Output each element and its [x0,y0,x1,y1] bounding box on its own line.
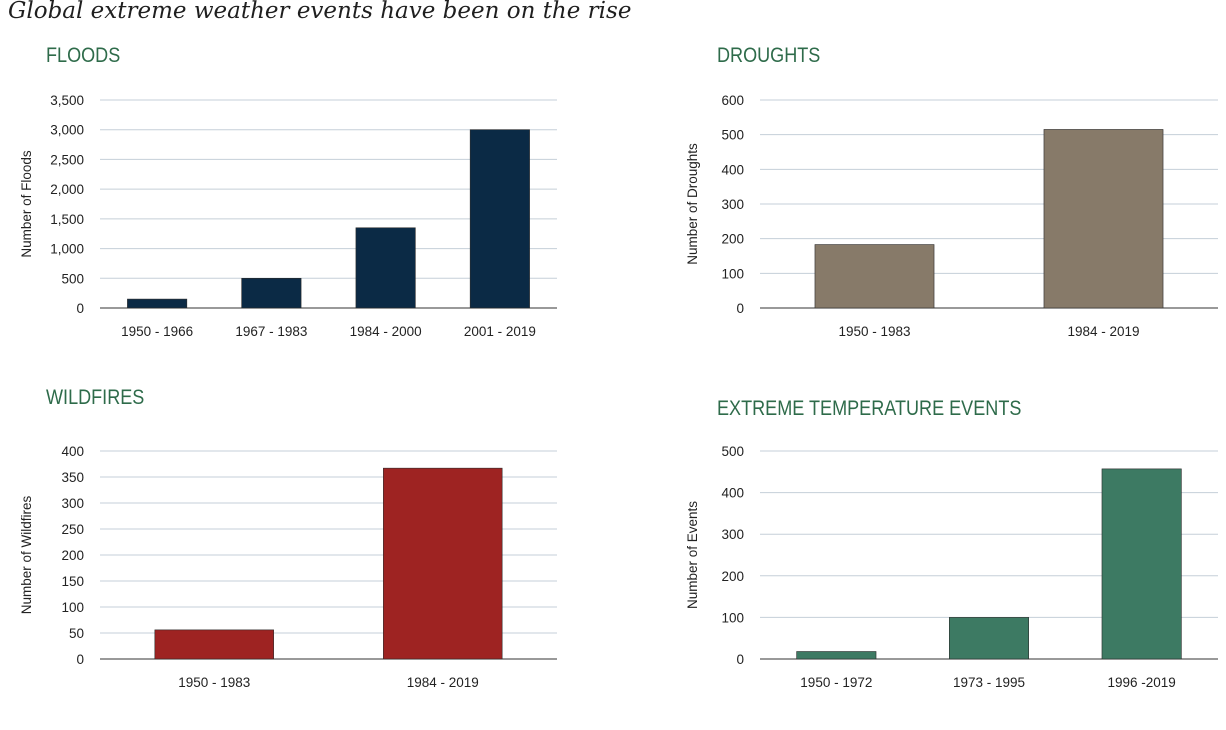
y-tick-label: 150 [61,574,84,589]
y-tick-label: 100 [721,266,744,281]
y-axis-label: Number of Floods [19,150,34,258]
bar [1043,129,1164,309]
y-tick-label: 100 [721,610,744,625]
y-tick-label: 0 [736,301,744,316]
bar [355,227,416,309]
droughts-title: DROUGHTS [717,44,821,67]
x-tick-label: 1996 -2019 [1108,675,1176,690]
wildfires-title: WILDFIRES [46,386,145,409]
bar [383,467,503,660]
droughts-chart: 0 100 200 300 400 500 600 1950 - 1983 1984 - 201… [685,93,1218,339]
bar [241,277,302,309]
y-tick-label: 600 [721,93,744,108]
y-tick-label: 0 [736,652,744,667]
bar [154,629,274,660]
floods-title: FLOODS [46,44,121,67]
y-tick-label: 200 [61,548,84,563]
y-tick-label: 200 [721,569,744,584]
y-tick-label: 400 [61,444,84,459]
y-tick-label: 0 [76,652,84,667]
y-axis-label: Number of Events [685,501,700,609]
y-tick-label: 2,000 [50,182,84,197]
y-tick-label: 2,500 [50,152,84,167]
y-tick-label: 300 [721,197,744,212]
y-tick-label: 350 [61,470,84,485]
x-tick-label: 1950 - 1983 [838,324,910,339]
y-tick-label: 400 [721,162,744,177]
x-tick-label: 1973 - 1995 [953,675,1025,690]
y-tick-label: 300 [721,527,744,542]
main-title: Global extreme weather events have been … [8,0,632,24]
y-tick-label: 50 [69,626,84,641]
y-tick-label: 250 [61,522,84,537]
y-axis-label: Number of Wildfires [19,495,34,614]
y-tick-label: 400 [721,486,744,501]
y-tick-label: 100 [61,600,84,615]
bar [469,129,530,309]
extreme-temperature-chart: 0 100 200 300 400 500 1950 - 1972 1973 - 1995 19… [685,444,1218,690]
y-tick-label: 1,000 [50,242,84,257]
x-tick-label: 1950 - 1983 [178,675,250,690]
bar [949,617,1029,660]
bar [127,298,188,309]
extreme-temperature-title: EXTREME TEMPERATURE EVENTS [717,397,1022,420]
x-tick-label: 1984 - 2019 [1067,324,1139,339]
x-tick-label: 1984 - 2000 [350,324,422,339]
x-tick-label: 1967 - 1983 [235,324,307,339]
x-tick-label: 1950 - 1972 [800,675,872,690]
bar [796,651,877,660]
y-tick-label: 200 [721,232,744,247]
y-tick-label: 500 [61,271,84,286]
y-axis-label: Number of Droughts [685,143,700,265]
y-tick-label: 3,000 [50,123,84,138]
y-tick-label: 0 [76,301,84,316]
floods-chart: 0 500 1,000 1,500 2,000 2,500 3,000 3,500 1950 -… [19,93,557,339]
x-tick-label: 1950 - 1966 [121,324,193,339]
x-tick-label: 1984 - 2019 [407,675,479,690]
y-tick-label: 3,500 [50,93,84,108]
wildfires-chart: 0 50 100 150 200 250 300 350 400 1950 - 1983 1984 … [19,444,557,690]
y-tick-label: 1,500 [50,212,84,227]
bar [1101,468,1182,660]
bar [814,244,935,309]
y-tick-label: 300 [61,496,84,511]
y-tick-label: 500 [721,444,744,459]
y-tick-label: 500 [721,128,744,143]
x-tick-label: 2001 - 2019 [464,324,536,339]
